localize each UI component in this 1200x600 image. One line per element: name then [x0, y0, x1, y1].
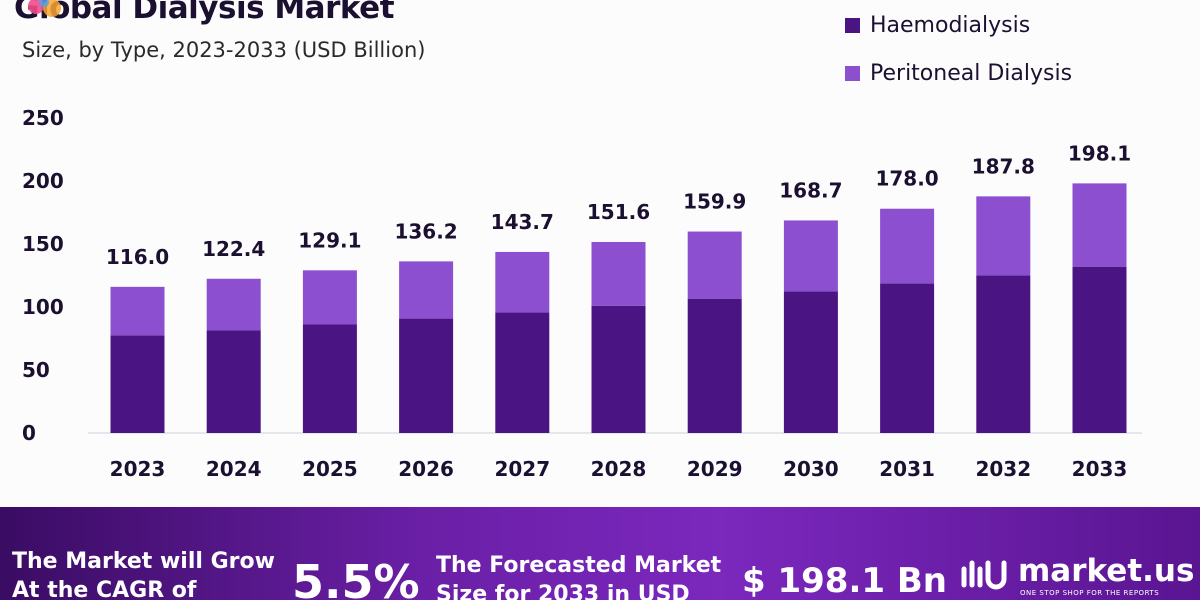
chart-title: Global Dialysis Market — [14, 0, 395, 26]
chart-legend: Haemodialysis Peritoneal Dialysis — [845, 12, 1072, 108]
bar-haemodialysis — [783, 291, 838, 433]
x-tick-label: 2031 — [879, 457, 935, 481]
bar-total-label: 168.7 — [779, 178, 842, 202]
y-tick-label: 50 — [22, 358, 50, 382]
bar-peritoneal — [976, 196, 1031, 276]
legend-label-peritoneal: Peritoneal Dialysis — [870, 60, 1073, 86]
bar-total-label: 136.2 — [394, 219, 457, 243]
bar-total-label: 159.9 — [683, 190, 746, 214]
bar-haemodialysis — [1072, 266, 1127, 433]
bar-peritoneal — [206, 278, 261, 331]
x-tick-label: 2029 — [687, 457, 743, 481]
forecast-caption: The Forecasted Market Size for 2033 in U… — [436, 553, 722, 600]
bar-chart: 0 50 100 150 200 250 116.0 2023 122.4 2024 129.1 20… — [22, 106, 1142, 481]
x-tick-label: 2030 — [783, 457, 839, 481]
bar-total-label: 151.6 — [587, 200, 650, 224]
bar-peritoneal — [880, 208, 935, 284]
bar-peritoneal — [687, 231, 742, 299]
bar-haemodialysis — [880, 283, 935, 433]
bar-peritoneal — [591, 241, 646, 306]
bar-haemodialysis — [591, 305, 646, 433]
legend-swatch-peritoneal — [845, 65, 860, 81]
logo-mark-icon — [28, 0, 61, 17]
bar-total-label: 187.8 — [972, 154, 1035, 178]
bar-peritoneal — [302, 270, 357, 325]
bar-total-label: 129.1 — [298, 228, 361, 252]
brand-name: market.us — [1018, 553, 1195, 589]
legend-item-peritoneal: Peritoneal Dialysis — [845, 60, 1072, 86]
legend-label-haemodialysis: Haemodialysis — [870, 12, 1031, 38]
bar-total-label: 198.1 — [1068, 141, 1131, 165]
bar-peritoneal — [399, 261, 454, 319]
x-tick-label: 2024 — [206, 457, 262, 481]
bar-haemodialysis — [206, 330, 261, 433]
bar-peritoneal — [495, 251, 550, 313]
y-tick-label: 0 — [22, 421, 36, 445]
bar-total-label: 116.0 — [106, 245, 169, 269]
brand-logo: market.us ONE STOP SHOP FOR THE REPORTS — [958, 551, 1194, 600]
brand-tagline: ONE STOP SHOP FOR THE REPORTS — [1020, 589, 1160, 597]
y-tick-label: 150 — [22, 232, 64, 256]
legend-item-haemodialysis: Haemodialysis — [845, 12, 1072, 38]
bar-haemodialysis — [399, 318, 454, 433]
market-us-logo-icon — [961, 560, 1007, 590]
x-tick-label: 2033 — [1072, 457, 1128, 481]
x-tick-label: 2023 — [110, 457, 166, 481]
bar-total-label: 122.4 — [202, 237, 265, 261]
y-tick-label: 100 — [22, 295, 64, 319]
footer-banner: The Market will Grow At the CAGR of 5.5%… — [0, 507, 1200, 600]
bar-haemodialysis — [110, 335, 165, 433]
chart-subtitle: Size, by Type, 2023-2033 (USD Billion) — [22, 38, 426, 62]
x-tick-label: 2026 — [398, 457, 454, 481]
bar-haemodialysis — [687, 298, 742, 433]
legend-swatch-haemodialysis — [845, 17, 860, 33]
y-tick-label: 200 — [22, 169, 64, 193]
y-tick-label: 250 — [22, 106, 64, 130]
bar-total-label: 143.7 — [491, 210, 554, 234]
x-tick-label: 2027 — [494, 457, 550, 481]
bar-peritoneal — [1072, 183, 1127, 267]
bar-haemodialysis — [495, 312, 550, 433]
x-tick-label: 2028 — [591, 457, 647, 481]
x-tick-label: 2025 — [302, 457, 358, 481]
cagr-caption: The Market will Grow At the CAGR of — [12, 549, 275, 600]
bar-haemodialysis — [302, 324, 357, 433]
bar-peritoneal — [110, 286, 165, 336]
bar-total-label: 178.0 — [875, 167, 938, 191]
bar-peritoneal — [783, 220, 838, 292]
x-tick-label: 2032 — [975, 457, 1031, 481]
cagr-value: 5.5% — [292, 555, 420, 600]
bar-haemodialysis — [976, 275, 1031, 433]
forecast-value: $ 198.1 Bn — [742, 561, 947, 600]
